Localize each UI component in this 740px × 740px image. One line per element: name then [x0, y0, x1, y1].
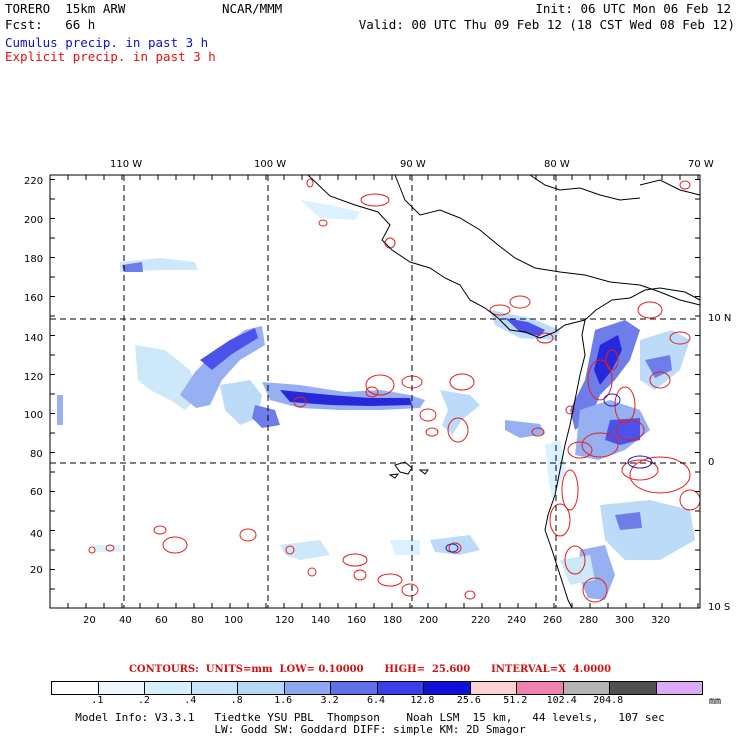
lon-label-70w: 70 W: [688, 159, 714, 170]
colorbar-label: 12.8: [410, 695, 435, 706]
x-tick-label: 240: [507, 615, 527, 626]
x-tick-label: 220: [471, 615, 491, 626]
model-info-line1: Model Info: V3.3.1 Tiedtke YSU PBL Thomp…: [75, 711, 665, 724]
colorbar-label: 1.6: [274, 695, 293, 706]
lon-label-90w: 90 W: [400, 159, 426, 170]
colorbar-label: 51.2: [503, 695, 528, 706]
y-tick-label: 160: [24, 293, 44, 304]
precip-colorbar: [51, 681, 703, 695]
x-tick-label: 140: [311, 615, 331, 626]
x-tick-label: 180: [383, 615, 403, 626]
colorbar-swatch: [190, 682, 237, 694]
colorbar-label: 3.2: [320, 695, 339, 706]
lat-label-10s: 10 S: [708, 602, 731, 613]
y-tick-label: 60: [30, 487, 43, 498]
lon-label-110w: 110 W: [110, 159, 143, 170]
lon-label-100w: 100 W: [254, 159, 287, 170]
x-tick-label: 100: [224, 615, 244, 626]
x-tick-label: 280: [579, 615, 599, 626]
colorbar-label: .8: [230, 695, 243, 706]
x-tick-label: 20: [83, 615, 96, 626]
x-tick-label: 200: [419, 615, 439, 626]
latlon-grid: [50, 175, 700, 608]
colorbar-swatch: [562, 682, 609, 694]
colorbar-swatch: [283, 682, 330, 694]
colorbar-label: 6.4: [366, 695, 386, 706]
colorbar-label: .1: [91, 695, 104, 706]
x-tick-label: 160: [347, 615, 367, 626]
x-tick-label: 120: [275, 615, 295, 626]
colorbar-swatch: [52, 682, 98, 694]
model-title: TORERO 15km ARW: [5, 1, 126, 16]
plot-frame: [49, 174, 701, 609]
lat-label-10n: 10 N: [708, 313, 732, 324]
colorbar-swatch: [469, 682, 516, 694]
axis-tick-marks: [50, 175, 700, 608]
organization-label: NCAR/MMM: [222, 1, 283, 16]
forecast-hour: Fcst: 66 h: [5, 17, 96, 32]
coastlines: [307, 174, 701, 609]
colorbar-label: .4: [184, 695, 197, 706]
colorbar-label: 25.6: [456, 695, 481, 706]
colorbar-swatch: [237, 682, 284, 694]
cumulus-contours: [445, 393, 653, 553]
x-tick-label: 40: [119, 615, 132, 626]
y-tick-label: 120: [24, 372, 44, 383]
colorbar-label: 204.8: [593, 695, 624, 706]
colorbar-label: .2: [137, 695, 150, 706]
colorbar-swatch: [330, 682, 377, 694]
colorbar-swatch: [376, 682, 423, 694]
legend-explicit: Explicit precip. in past 3 h: [5, 49, 216, 64]
x-tick-label: 60: [155, 615, 168, 626]
x-tick-label: 320: [651, 615, 671, 626]
colorbar-swatch: [97, 682, 144, 694]
colorbar-swatch: [516, 682, 563, 694]
colorbar-unit: mm: [709, 696, 722, 707]
y-tick-label: 200: [24, 215, 44, 226]
colorbar-swatch: [655, 682, 702, 694]
x-tick-label: 80: [191, 615, 204, 626]
y-tick-label: 20: [30, 565, 43, 576]
contour-info: CONTOURS: UNITS=mm LOW= 0.10000 HIGH= 25…: [128, 664, 612, 675]
explicit-precip-contours: [88, 178, 701, 603]
y-tick-label: 140: [24, 333, 44, 344]
y-tick-label: 40: [30, 529, 43, 540]
model-info-line2: LW: Godd SW: Goddard DIFF: simple KM: 2D…: [214, 723, 526, 736]
colorbar-swatch: [609, 682, 656, 694]
y-tick-label: 80: [30, 449, 43, 460]
x-tick-label: 260: [543, 615, 563, 626]
y-tick-label: 100: [24, 410, 44, 421]
y-tick-label: 180: [24, 254, 44, 265]
init-time: Init: 06 UTC Mon 06 Feb 12: [535, 1, 731, 16]
lon-label-80w: 80 W: [544, 159, 570, 170]
colorbar-swatch: [423, 682, 470, 694]
cumulus-precip-field: [57, 200, 695, 600]
y-tick-label: 220: [24, 176, 44, 187]
valid-time: Valid: 00 UTC Thu 09 Feb 12 (18 CST Wed …: [358, 17, 735, 32]
lat-label-0: 0: [708, 457, 715, 468]
colorbar-swatch: [144, 682, 191, 694]
x-tick-label: 300: [615, 615, 635, 626]
colorbar-label: 102.4: [546, 695, 577, 706]
legend-cumulus: Cumulus precip. in past 3 h: [5, 35, 209, 50]
